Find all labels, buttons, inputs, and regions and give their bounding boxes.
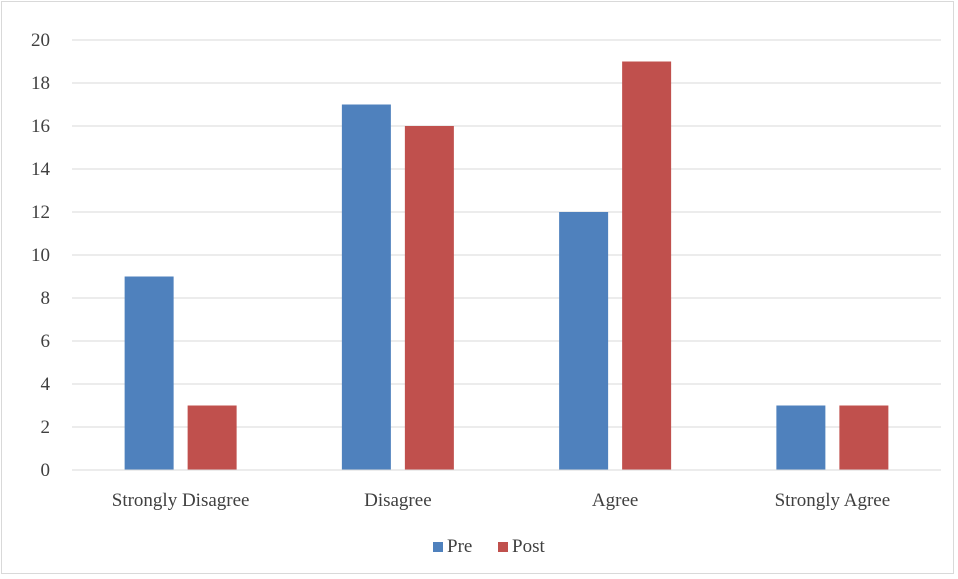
bar-post-1 bbox=[404, 126, 454, 470]
bar-post-3 bbox=[839, 405, 889, 470]
y-tick-label: 14 bbox=[31, 159, 51, 180]
x-tick-label: Strongly Disagree bbox=[112, 490, 250, 511]
x-tick-label: Strongly Agree bbox=[775, 490, 891, 511]
x-axis-ticks: Strongly Disagree Disagree Agree Strongly A… bbox=[112, 490, 890, 511]
y-tick-label: 8 bbox=[41, 288, 51, 309]
y-tick-label: 12 bbox=[31, 202, 50, 223]
bar-post-2 bbox=[622, 61, 672, 470]
legend-label-pre: Pre bbox=[447, 536, 472, 557]
y-tick-label: 10 bbox=[31, 245, 50, 266]
bar-pre-1 bbox=[341, 104, 391, 470]
x-tick-label: Agree bbox=[592, 490, 638, 511]
y-tick-label: 18 bbox=[31, 73, 50, 94]
bar-pre-2 bbox=[559, 212, 609, 470]
legend-swatch-post bbox=[498, 542, 508, 552]
bar-post-0 bbox=[187, 405, 237, 470]
y-tick-label: 4 bbox=[41, 374, 51, 395]
legend-label-post: Post bbox=[512, 536, 545, 557]
y-axis-ticks: 0 2 4 6 8 10 12 14 16 18 20 bbox=[31, 30, 51, 481]
legend-swatch-pre bbox=[433, 542, 443, 552]
y-tick-label: 0 bbox=[41, 460, 51, 481]
y-tick-label: 6 bbox=[41, 331, 51, 352]
x-tick-label: Disagree bbox=[364, 490, 432, 511]
legend: Pre Post bbox=[433, 536, 545, 557]
bar-pre-0 bbox=[124, 276, 174, 470]
bar-pre-3 bbox=[776, 405, 826, 470]
gridlines bbox=[72, 39, 941, 428]
y-tick-label: 20 bbox=[31, 30, 50, 51]
bars bbox=[124, 61, 889, 470]
y-tick-label: 16 bbox=[31, 116, 50, 137]
y-tick-label: 2 bbox=[41, 417, 51, 438]
